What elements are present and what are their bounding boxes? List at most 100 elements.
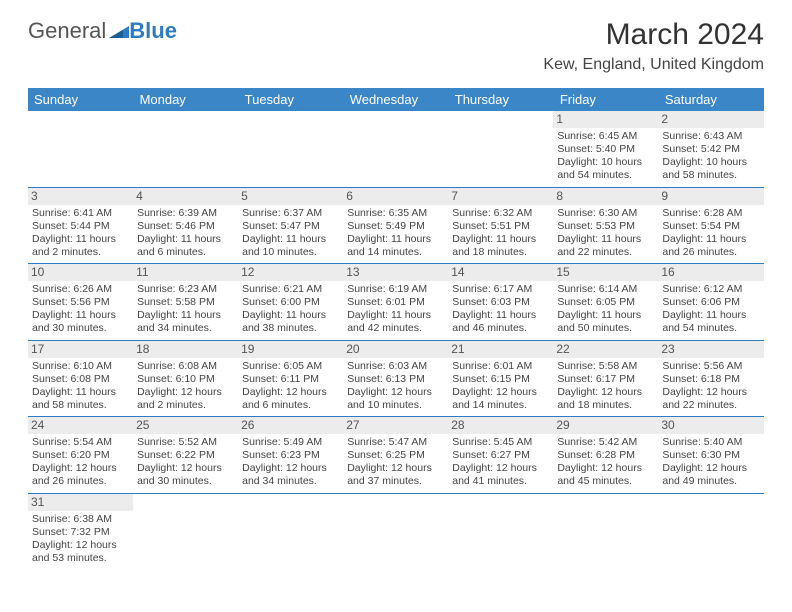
- daylight-text: Daylight: 11 hours: [32, 233, 129, 246]
- daylight-text: Daylight: 10 hours: [557, 156, 654, 169]
- daylight-text: and 30 minutes.: [32, 322, 129, 335]
- daylight-text: Daylight: 11 hours: [242, 233, 339, 246]
- day-number: 26: [238, 417, 343, 434]
- sunset-text: Sunset: 7:32 PM: [32, 526, 129, 539]
- daylight-text: and 54 minutes.: [662, 322, 759, 335]
- sunrise-text: Sunrise: 6:12 AM: [662, 283, 759, 296]
- daylight-text: Daylight: 12 hours: [557, 462, 654, 475]
- weekday-header: Saturday: [658, 88, 763, 111]
- calendar-day-cell: [133, 111, 238, 187]
- title-block: March 2024 Kew, England, United Kingdom: [543, 18, 764, 74]
- sunrise-text: Sunrise: 6:28 AM: [662, 207, 759, 220]
- day-number: 12: [238, 264, 343, 281]
- daylight-text: and 10 minutes.: [347, 399, 444, 412]
- sunset-text: Sunset: 6:17 PM: [557, 373, 654, 386]
- sunset-text: Sunset: 6:00 PM: [242, 296, 339, 309]
- calendar-day-cell: 15 Sunrise: 6:14 AMSunset: 6:05 PMDayligh…: [553, 264, 658, 341]
- daylight-text: and 22 minutes.: [557, 246, 654, 259]
- daylight-text: and 50 minutes.: [557, 322, 654, 335]
- logo: General Blue: [28, 18, 177, 44]
- daylight-text: and 42 minutes.: [347, 322, 444, 335]
- sunset-text: Sunset: 6:06 PM: [662, 296, 759, 309]
- day-number: 23: [658, 341, 763, 358]
- day-number: 10: [28, 264, 133, 281]
- calendar-day-cell: 3Sunrise: 6:41 AMSunset: 5:44 PMDaylight…: [28, 187, 133, 264]
- day-number: 1: [553, 111, 658, 128]
- sunrise-text: Sunrise: 5:40 AM: [662, 436, 759, 449]
- daylight-text: Daylight: 11 hours: [662, 309, 759, 322]
- calendar-day-cell: 23Sunrise: 5:56 AMSunset: 6:18 PMDayligh…: [658, 340, 763, 417]
- daylight-text: Daylight: 11 hours: [557, 309, 654, 322]
- calendar-day-cell: 7Sunrise: 6:32 AMSunset: 5:51 PMDaylight…: [448, 187, 553, 264]
- day-number: 14: [448, 264, 553, 281]
- sunset-text: Sunset: 6:13 PM: [347, 373, 444, 386]
- sunrise-text: Sunrise: 6:37 AM: [242, 207, 339, 220]
- weekday-header: Sunday: [28, 88, 133, 111]
- day-number: 11: [133, 264, 238, 281]
- calendar-week-row: 10Sunrise: 6:26 AMSunset: 5:56 PMDayligh…: [28, 264, 764, 341]
- weekday-header: Tuesday: [238, 88, 343, 111]
- sunset-text: Sunset: 6:23 PM: [242, 449, 339, 462]
- calendar-day-cell: 29Sunrise: 5:42 AMSunset: 6:28 PMDayligh…: [553, 417, 658, 494]
- daylight-text: Daylight: 12 hours: [662, 386, 759, 399]
- daylight-text: and 30 minutes.: [137, 475, 234, 488]
- calendar-day-cell: 14Sunrise: 6:17 AMSunset: 6:03 PMDayligh…: [448, 264, 553, 341]
- sunset-text: Sunset: 5:46 PM: [137, 220, 234, 233]
- daylight-text: and 18 minutes.: [452, 246, 549, 259]
- calendar-day-cell: 16 Sunrise: 6:12 AMSunset: 6:06 PMDayligh…: [658, 264, 763, 341]
- calendar-week-row: 24Sunrise: 5:54 AMSunset: 6:20 PMDayligh…: [28, 417, 764, 494]
- daylight-text: Daylight: 12 hours: [32, 462, 129, 475]
- sunrise-text: Sunrise: 6:14 AM: [557, 283, 654, 296]
- daylight-text: and 34 minutes.: [137, 322, 234, 335]
- sunset-text: Sunset: 6:30 PM: [662, 449, 759, 462]
- sunset-text: Sunset: 6:11 PM: [242, 373, 339, 386]
- sunset-text: Sunset: 6:25 PM: [347, 449, 444, 462]
- daylight-text: and 2 minutes.: [32, 246, 129, 259]
- daylight-text: and 58 minutes.: [32, 399, 129, 412]
- daylight-text: and 41 minutes.: [452, 475, 549, 488]
- sunrise-text: Sunrise: 5:54 AM: [32, 436, 129, 449]
- daylight-text: and 6 minutes.: [242, 399, 339, 412]
- sunset-text: Sunset: 6:28 PM: [557, 449, 654, 462]
- sunset-text: Sunset: 5:58 PM: [137, 296, 234, 309]
- day-number: 20: [343, 341, 448, 358]
- daylight-text: Daylight: 12 hours: [347, 386, 444, 399]
- sunset-text: Sunset: 5:42 PM: [662, 143, 759, 156]
- calendar-day-cell: 21Sunrise: 6:01 AMSunset: 6:15 PMDayligh…: [448, 340, 553, 417]
- day-number: 17: [28, 341, 133, 358]
- logo-triangle-icon: [109, 18, 129, 44]
- sunrise-text: Sunrise: 6:32 AM: [452, 207, 549, 220]
- sunrise-text: Sunrise: 5:52 AM: [137, 436, 234, 449]
- daylight-text: Daylight: 11 hours: [452, 309, 549, 322]
- day-number: 2: [658, 111, 763, 128]
- sunrise-text: Sunrise: 6:26 AM: [32, 283, 129, 296]
- daylight-text: and 38 minutes.: [242, 322, 339, 335]
- calendar-day-cell: 22Sunrise: 5:58 AMSunset: 6:17 PMDayligh…: [553, 340, 658, 417]
- sunrise-text: Sunrise: 6:43 AM: [662, 130, 759, 143]
- daylight-text: and 6 minutes.: [137, 246, 234, 259]
- calendar-table: SundayMondayTuesdayWednesdayThursdayFrid…: [28, 88, 764, 569]
- sunrise-text: Sunrise: 6:05 AM: [242, 360, 339, 373]
- day-number: 16: [658, 264, 763, 281]
- sunrise-text: Sunrise: 6:23 AM: [137, 283, 234, 296]
- daylight-text: Daylight: 11 hours: [32, 386, 129, 399]
- sunset-text: Sunset: 6:22 PM: [137, 449, 234, 462]
- sunset-text: Sunset: 6:05 PM: [557, 296, 654, 309]
- day-number: 22: [553, 341, 658, 358]
- calendar-day-cell: [658, 493, 763, 569]
- weekday-header: Monday: [133, 88, 238, 111]
- sunrise-text: Sunrise: 6:45 AM: [557, 130, 654, 143]
- day-number: 15: [553, 264, 658, 281]
- sunrise-text: Sunrise: 6:21 AM: [242, 283, 339, 296]
- daylight-text: Daylight: 12 hours: [242, 462, 339, 475]
- daylight-text: Daylight: 12 hours: [32, 539, 129, 552]
- daylight-text: Daylight: 11 hours: [137, 233, 234, 246]
- day-number: 9: [658, 188, 763, 205]
- day-number: 8: [553, 188, 658, 205]
- sunrise-text: Sunrise: 6:39 AM: [137, 207, 234, 220]
- sunrise-text: Sunrise: 6:08 AM: [137, 360, 234, 373]
- day-number: 29: [553, 417, 658, 434]
- sunrise-text: Sunrise: 6:41 AM: [32, 207, 129, 220]
- sunrise-text: Sunrise: 6:35 AM: [347, 207, 444, 220]
- calendar-day-cell: [448, 111, 553, 187]
